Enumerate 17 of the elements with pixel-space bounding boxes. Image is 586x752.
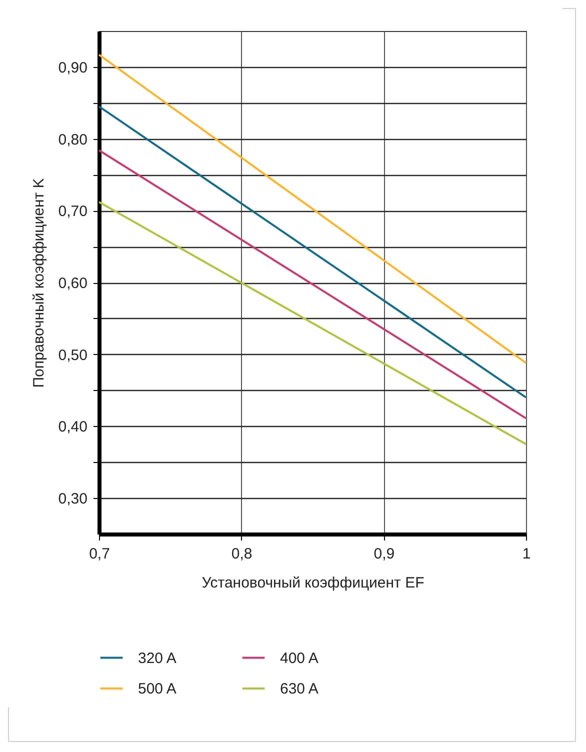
legend-label: 400 A	[280, 650, 318, 667]
x-tick-label: 0,7	[89, 546, 110, 562]
y-tick-label: 0,50	[58, 346, 88, 364]
y-tick-label: 0,80	[58, 131, 88, 148]
x-tick-label: 0,9	[374, 546, 395, 562]
legend-label: 320 A	[138, 650, 176, 667]
x-axis-title: Установочный коэффициент EF	[202, 574, 424, 592]
y-tick-label: 0,70	[58, 203, 88, 220]
y-tick-label: 0,60	[58, 275, 88, 292]
legend-label: 500 A	[138, 680, 176, 698]
y-axis-title: Поправочный коэффициент K	[30, 178, 48, 388]
y-tick-label: 0,30	[58, 490, 88, 508]
x-tick-label: 1	[522, 546, 531, 562]
x-tick-label: 0,8	[231, 546, 252, 562]
y-tick-label: 0,90	[58, 59, 88, 76]
y-tick-label: 0,40	[58, 418, 88, 436]
legend-label: 630 A	[280, 680, 318, 698]
